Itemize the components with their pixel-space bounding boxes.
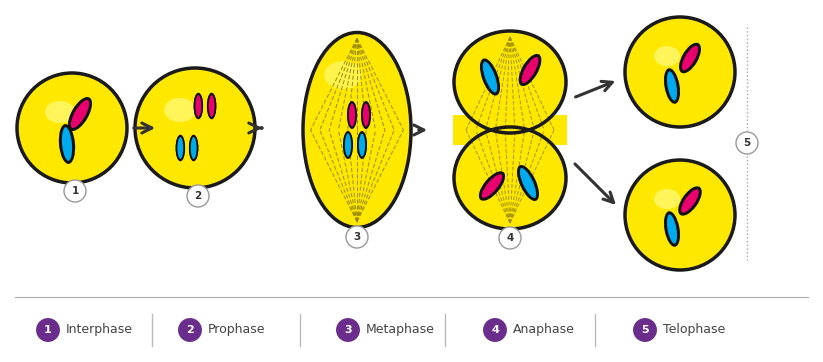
Ellipse shape — [666, 213, 678, 245]
Ellipse shape — [70, 99, 91, 129]
Text: 5: 5 — [641, 325, 649, 335]
Ellipse shape — [681, 45, 699, 71]
Circle shape — [35, 317, 61, 343]
Ellipse shape — [193, 93, 203, 119]
Circle shape — [135, 68, 255, 188]
Text: 4: 4 — [491, 325, 499, 335]
Ellipse shape — [518, 54, 542, 86]
Ellipse shape — [361, 101, 371, 129]
Text: Prophase: Prophase — [208, 324, 266, 337]
Ellipse shape — [68, 97, 92, 131]
Text: Telophase: Telophase — [663, 324, 725, 337]
Ellipse shape — [654, 46, 680, 66]
Ellipse shape — [481, 60, 498, 93]
Ellipse shape — [164, 98, 196, 122]
Ellipse shape — [45, 101, 75, 123]
Text: Metaphase: Metaphase — [366, 324, 435, 337]
Ellipse shape — [190, 136, 198, 160]
Text: 1: 1 — [72, 186, 79, 196]
Text: 3: 3 — [353, 232, 360, 242]
Ellipse shape — [177, 136, 184, 160]
Ellipse shape — [303, 33, 411, 227]
Ellipse shape — [194, 94, 202, 118]
Text: 2: 2 — [186, 325, 194, 335]
Ellipse shape — [517, 165, 539, 201]
Circle shape — [17, 73, 127, 183]
Ellipse shape — [479, 171, 505, 201]
Text: 1: 1 — [44, 325, 52, 335]
Circle shape — [499, 227, 521, 249]
Text: Interphase: Interphase — [66, 324, 133, 337]
Circle shape — [625, 160, 735, 270]
Circle shape — [625, 17, 735, 127]
Ellipse shape — [480, 59, 500, 96]
Ellipse shape — [357, 131, 367, 159]
Circle shape — [335, 317, 361, 343]
Ellipse shape — [654, 189, 680, 209]
Text: Anaphase: Anaphase — [513, 324, 575, 337]
Ellipse shape — [343, 131, 353, 159]
Text: 2: 2 — [194, 191, 202, 201]
Ellipse shape — [679, 43, 701, 73]
Circle shape — [64, 180, 86, 202]
Text: 5: 5 — [743, 138, 751, 148]
Ellipse shape — [666, 70, 678, 102]
Ellipse shape — [664, 211, 680, 247]
Ellipse shape — [481, 173, 504, 199]
Circle shape — [736, 132, 758, 154]
Ellipse shape — [348, 102, 356, 127]
Ellipse shape — [520, 56, 540, 84]
Ellipse shape — [358, 132, 366, 157]
Circle shape — [632, 317, 658, 343]
Ellipse shape — [344, 132, 352, 157]
Ellipse shape — [678, 186, 702, 216]
Ellipse shape — [208, 94, 216, 118]
Bar — [453, 115, 567, 145]
Ellipse shape — [324, 61, 362, 89]
Ellipse shape — [518, 167, 537, 199]
Ellipse shape — [347, 101, 357, 129]
Ellipse shape — [175, 135, 185, 161]
Text: 4: 4 — [506, 233, 514, 243]
Text: 3: 3 — [344, 325, 351, 335]
Ellipse shape — [362, 102, 370, 127]
Ellipse shape — [58, 124, 75, 164]
Ellipse shape — [455, 32, 565, 132]
Ellipse shape — [189, 135, 198, 161]
Circle shape — [187, 185, 209, 207]
Ellipse shape — [680, 188, 700, 214]
Circle shape — [177, 317, 203, 343]
Ellipse shape — [61, 126, 73, 162]
Ellipse shape — [207, 93, 216, 119]
Circle shape — [482, 317, 508, 343]
Ellipse shape — [664, 68, 680, 104]
Ellipse shape — [455, 128, 565, 228]
Circle shape — [346, 226, 368, 248]
